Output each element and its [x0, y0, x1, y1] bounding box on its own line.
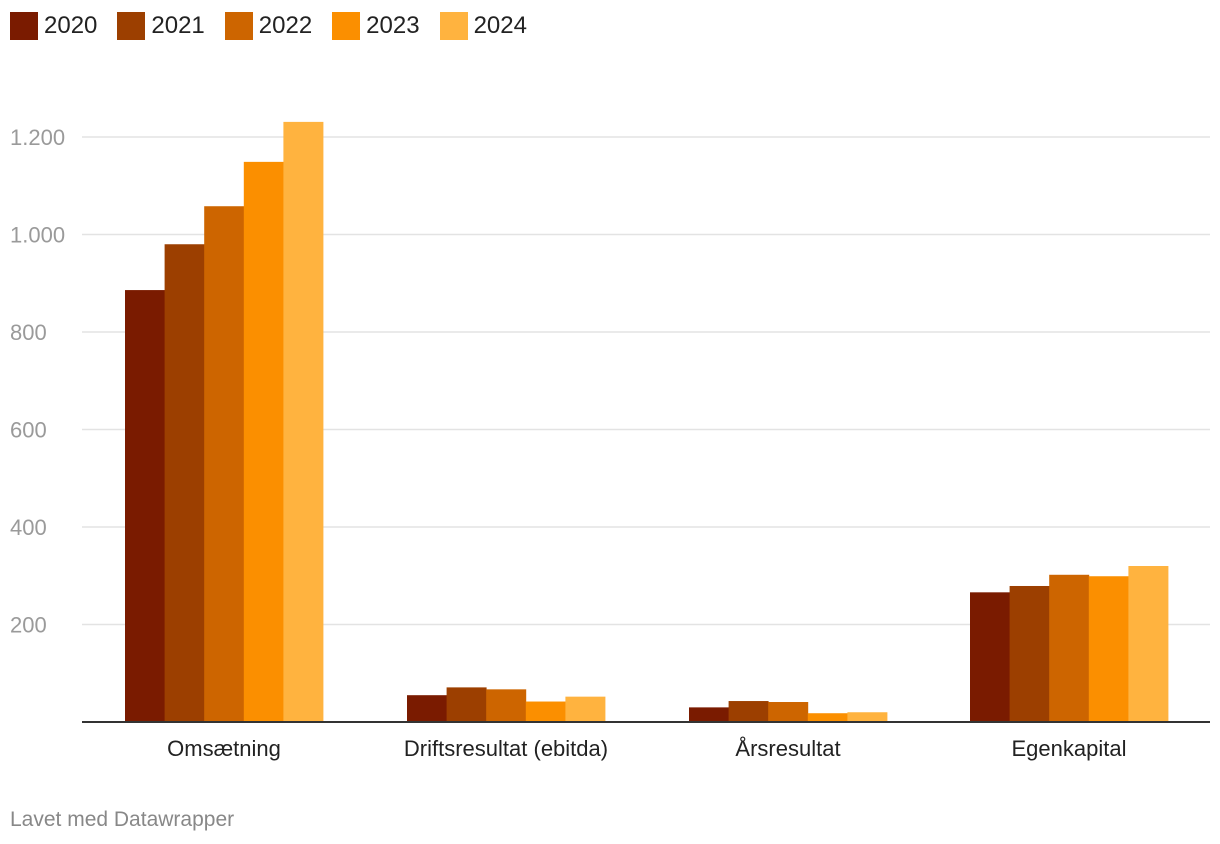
bar-2020-0	[125, 290, 165, 722]
bar-2020-1	[407, 695, 447, 722]
legend-item-2024: 2024	[439, 12, 527, 40]
bar-2022-2	[768, 702, 809, 722]
bar-2021-3	[1009, 585, 1050, 722]
legend-item-2020: 2020	[10, 12, 97, 40]
legend-item-2022: 2022	[224, 12, 313, 40]
bar-2021-0	[164, 244, 205, 722]
category-label: Årsresultat	[735, 736, 840, 761]
legend-swatch	[439, 12, 468, 40]
bar-2023-3	[1088, 576, 1129, 722]
bar-2020-3	[970, 592, 1010, 722]
bar-2024-0	[283, 121, 324, 722]
bar-2022-3	[1049, 574, 1090, 722]
y-tick-label: 600	[10, 418, 47, 443]
legend-label: 2023	[366, 12, 420, 39]
bar-2020-2	[689, 707, 729, 722]
bar-2023-1	[525, 701, 566, 722]
y-tick-label: 800	[10, 320, 47, 345]
bar-2022-1	[486, 689, 527, 722]
legend-swatch	[332, 12, 361, 40]
category-label: Omsætning	[167, 736, 281, 761]
legend-item-2021: 2021	[117, 12, 205, 40]
legend-label: 2021	[151, 12, 205, 39]
bar-2023-2	[807, 713, 848, 722]
legend-label: 2022	[258, 12, 313, 39]
bar-2021-2	[728, 701, 769, 722]
category-label: Driftsresultat (ebitda)	[404, 736, 608, 761]
legend-swatch	[117, 12, 146, 40]
bar-2023-0	[243, 161, 284, 723]
legend-label: 2024	[473, 12, 527, 39]
legend-item-2023: 2023	[332, 12, 420, 40]
bar-2022-0	[204, 206, 245, 723]
y-tick-label: 1.200	[10, 125, 65, 150]
legend-label: 2020	[44, 12, 98, 39]
bar-2024-2	[847, 712, 888, 722]
y-tick-label: 400	[10, 515, 47, 540]
y-tick-label: 1.000	[10, 223, 65, 248]
legend-swatch	[224, 12, 253, 40]
credit-footer: Lavet med Datawrapper	[10, 808, 235, 831]
legend-swatch	[10, 12, 38, 40]
chart-legend: 2020 2021 2022 2023 2024	[10, 12, 547, 40]
bar-2021-1	[446, 687, 487, 722]
y-tick-label: 200	[10, 613, 47, 638]
bar-2024-1	[565, 696, 606, 722]
category-label: Egenkapital	[1012, 736, 1127, 761]
bar-2024-3	[1128, 566, 1169, 722]
